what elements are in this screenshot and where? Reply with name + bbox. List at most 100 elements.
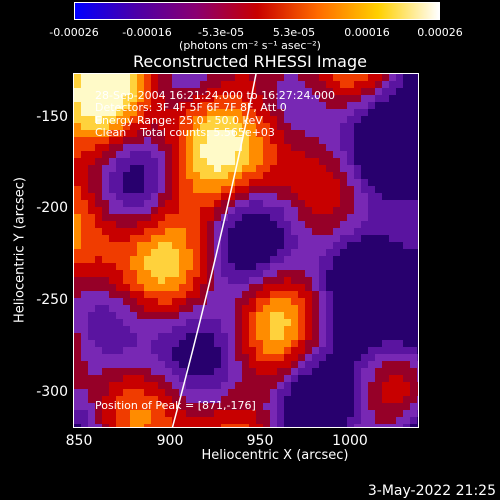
heatmap-pixel bbox=[340, 144, 347, 151]
heatmap-pixel bbox=[158, 221, 165, 228]
heatmap-pixel bbox=[207, 214, 214, 221]
heatmap-pixel bbox=[123, 326, 130, 333]
heatmap-pixel bbox=[333, 109, 340, 116]
heatmap-pixel bbox=[158, 361, 165, 368]
heatmap-pixel bbox=[235, 368, 242, 375]
heatmap-pixel bbox=[165, 368, 172, 375]
heatmap-pixel bbox=[88, 193, 95, 200]
heatmap-pixel bbox=[158, 200, 165, 207]
heatmap-pixel bbox=[375, 207, 382, 214]
heatmap-pixel bbox=[242, 235, 249, 242]
heatmap-pixel bbox=[382, 326, 389, 333]
heatmap-pixel bbox=[102, 116, 109, 123]
heatmap-pixel bbox=[284, 340, 291, 347]
heatmap-pixel bbox=[354, 347, 361, 354]
heatmap-pixel bbox=[81, 284, 88, 291]
heatmap-pixel bbox=[179, 158, 186, 165]
heatmap-pixel bbox=[326, 410, 333, 417]
heatmap-pixel bbox=[123, 284, 130, 291]
heatmap-pixel bbox=[235, 312, 242, 319]
heatmap-pixel bbox=[151, 235, 158, 242]
heatmap-pixel bbox=[389, 81, 396, 88]
heatmap-pixel bbox=[396, 144, 403, 151]
heatmap-pixel bbox=[207, 361, 214, 368]
heatmap-pixel bbox=[312, 200, 319, 207]
heatmap-pixel bbox=[81, 368, 88, 375]
heatmap-pixel bbox=[256, 74, 263, 81]
heatmap-pixel bbox=[284, 424, 291, 427]
heatmap-pixel bbox=[144, 102, 151, 109]
heatmap-pixel bbox=[179, 214, 186, 221]
heatmap-pixel bbox=[102, 424, 109, 427]
heatmap-pixel bbox=[74, 200, 81, 207]
heatmap-pixel bbox=[95, 214, 102, 221]
heatmap-pixel bbox=[81, 333, 88, 340]
heatmap-pixel bbox=[368, 221, 375, 228]
heatmap-pixel bbox=[144, 144, 151, 151]
heatmap-pixel bbox=[193, 186, 200, 193]
heatmap-pixel bbox=[102, 214, 109, 221]
heatmap-pixel bbox=[137, 179, 144, 186]
heatmap-pixel bbox=[375, 354, 382, 361]
heatmap-pixel bbox=[277, 102, 284, 109]
heatmap-pixel bbox=[361, 116, 368, 123]
heatmap-pixel bbox=[137, 284, 144, 291]
heatmap-pixel bbox=[354, 102, 361, 109]
heatmap-pixel bbox=[235, 242, 242, 249]
heatmap-pixel bbox=[221, 242, 228, 249]
heatmap-pixel bbox=[249, 340, 256, 347]
heatmap-pixel bbox=[382, 109, 389, 116]
heatmap-pixel bbox=[312, 235, 319, 242]
heatmap-pixel bbox=[235, 361, 242, 368]
heatmap-pixel bbox=[116, 368, 123, 375]
heatmap-pixel bbox=[74, 249, 81, 256]
heatmap-pixel bbox=[263, 109, 270, 116]
heatmap-pixel bbox=[291, 158, 298, 165]
heatmap-pixel bbox=[137, 291, 144, 298]
heatmap-pixel bbox=[74, 179, 81, 186]
heatmap-pixel bbox=[270, 389, 277, 396]
heatmap-pixel bbox=[277, 81, 284, 88]
heatmap-pixel bbox=[207, 298, 214, 305]
heatmap-pixel bbox=[144, 116, 151, 123]
heatmap-pixel bbox=[137, 382, 144, 389]
heatmap-pixel bbox=[361, 81, 368, 88]
heatmap-pixel bbox=[81, 109, 88, 116]
heatmap-pixel bbox=[396, 207, 403, 214]
heatmap-pixel bbox=[88, 235, 95, 242]
heatmap-pixel bbox=[284, 403, 291, 410]
heatmap-pixel bbox=[333, 424, 340, 427]
heatmap-pixel bbox=[312, 368, 319, 375]
heatmap-pixel bbox=[291, 214, 298, 221]
heatmap-pixel bbox=[382, 277, 389, 284]
heatmap-pixel bbox=[158, 389, 165, 396]
heatmap-pixel bbox=[298, 242, 305, 249]
heatmap-pixel bbox=[109, 382, 116, 389]
heatmap-pixel bbox=[242, 116, 249, 123]
heatmap-pixel bbox=[214, 74, 221, 81]
heatmap-pixel bbox=[410, 158, 417, 165]
heatmap-pixel bbox=[361, 319, 368, 326]
heatmap-pixel bbox=[375, 88, 382, 95]
heatmap-pixel bbox=[109, 81, 116, 88]
heatmap-pixel bbox=[214, 95, 221, 102]
heatmap-pixel bbox=[158, 88, 165, 95]
heatmap-pixel bbox=[102, 193, 109, 200]
heatmap-pixel bbox=[298, 165, 305, 172]
heatmap-pixel bbox=[116, 354, 123, 361]
heatmap-pixel bbox=[270, 165, 277, 172]
heatmap-pixel bbox=[95, 207, 102, 214]
heatmap-pixel bbox=[228, 382, 235, 389]
heatmap-pixel bbox=[193, 396, 200, 403]
heatmap-pixel bbox=[354, 361, 361, 368]
heatmap-pixel bbox=[242, 193, 249, 200]
heatmap-pixel bbox=[403, 102, 410, 109]
heatmap-pixel bbox=[123, 403, 130, 410]
heatmap-pixel bbox=[375, 256, 382, 263]
heatmap-pixel bbox=[298, 347, 305, 354]
heatmap-pixel bbox=[74, 291, 81, 298]
heatmap-pixel bbox=[417, 361, 418, 368]
heatmap-pixel bbox=[200, 375, 207, 382]
heatmap-pixel bbox=[165, 123, 172, 130]
heatmap-pixel bbox=[291, 256, 298, 263]
